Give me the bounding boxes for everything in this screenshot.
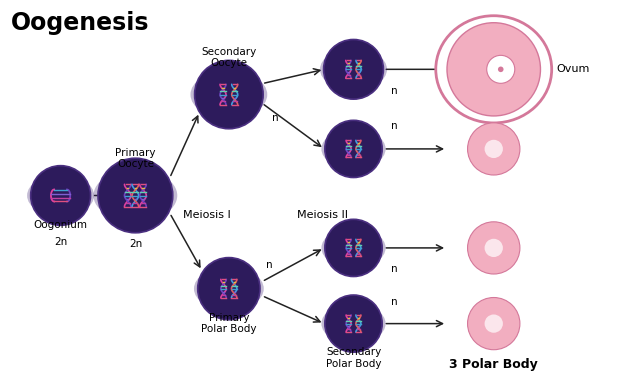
Text: n: n [272,113,279,123]
Ellipse shape [324,39,383,99]
Ellipse shape [468,298,520,350]
Text: Secondary
Oocyte: Secondary Oocyte [201,47,257,68]
Text: Meiosis II: Meiosis II [297,210,348,220]
Ellipse shape [485,314,503,333]
Text: Meiosis I: Meiosis I [183,210,231,220]
Ellipse shape [447,23,540,116]
Text: Ovum: Ovum [556,65,590,74]
Text: Oogonium: Oogonium [34,220,88,230]
Ellipse shape [31,166,91,225]
Text: Primary
Polar Body: Primary Polar Body [201,313,257,334]
Ellipse shape [468,222,520,274]
Circle shape [190,71,267,118]
Ellipse shape [195,60,263,129]
Text: Oogenesis: Oogenesis [11,11,149,35]
Text: n: n [391,264,398,274]
Ellipse shape [487,56,515,83]
Ellipse shape [436,16,552,123]
Text: Secondary
Polar Body: Secondary Polar Body [326,347,381,369]
Text: 2n: 2n [54,237,67,247]
Text: 3 Polar Body: 3 Polar Body [449,358,538,371]
Circle shape [320,48,387,90]
Ellipse shape [325,219,382,276]
Text: n: n [391,86,398,96]
Ellipse shape [498,66,503,72]
Ellipse shape [468,123,520,175]
Ellipse shape [98,158,173,233]
Circle shape [321,129,386,169]
Text: n: n [266,260,273,271]
Text: Primary
Oocyte: Primary Oocyte [115,148,156,169]
Text: n: n [391,120,398,131]
Ellipse shape [485,140,503,158]
Text: n: n [391,297,398,307]
Circle shape [27,175,94,216]
Circle shape [93,169,177,222]
Ellipse shape [325,120,382,178]
Ellipse shape [198,258,260,320]
Ellipse shape [325,295,382,352]
Ellipse shape [485,239,503,257]
Circle shape [321,304,386,344]
Circle shape [194,267,264,310]
Text: 2n: 2n [129,239,142,249]
Circle shape [321,228,386,268]
